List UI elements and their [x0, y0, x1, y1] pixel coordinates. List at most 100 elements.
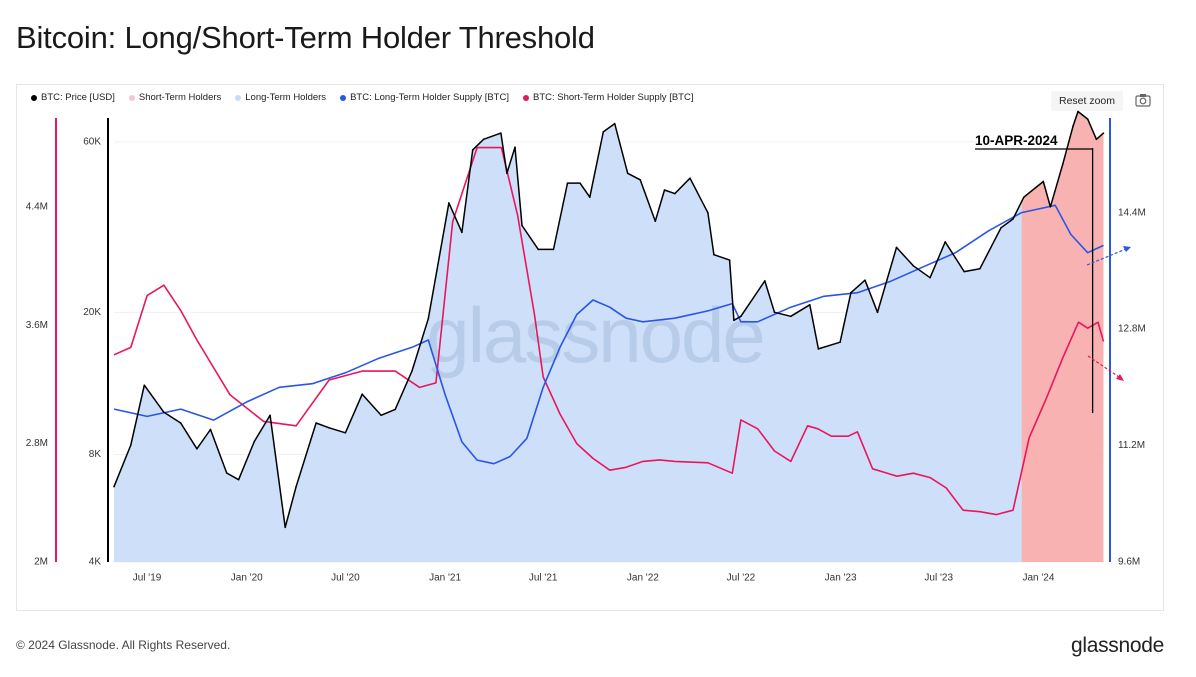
- price-point: [839, 341, 841, 343]
- price-point: [394, 408, 397, 411]
- price-point: [639, 178, 641, 181]
- price-point: [579, 182, 581, 184]
- x-tick-label: Jul '19: [133, 573, 162, 584]
- price-point: [361, 393, 363, 395]
- chart-legend: BTC: Price [USD] Short-Term Holders Long…: [31, 92, 693, 103]
- price-point: [427, 317, 430, 320]
- price-point: [963, 270, 965, 273]
- legend-item-price[interactable]: BTC: Price [USD]: [31, 92, 115, 103]
- price-point: [588, 196, 591, 199]
- camera-icon[interactable]: [1135, 93, 1151, 107]
- x-tick-label: Jul '23: [924, 573, 953, 584]
- sth-supply-line: [113, 146, 1105, 516]
- price-point: [380, 414, 382, 417]
- price-point: [521, 224, 523, 227]
- price-point: [315, 422, 317, 424]
- sth-trend-arrow: [1087, 355, 1120, 378]
- price-point: [602, 131, 605, 133]
- price-point: [448, 202, 450, 204]
- price-point: [1086, 118, 1089, 120]
- price-point: [253, 440, 256, 443]
- legend-dot-icon: [128, 94, 135, 101]
- price-point: [1000, 226, 1002, 229]
- price-point: [269, 414, 271, 417]
- price-point: [461, 231, 463, 234]
- price-point: [225, 472, 228, 474]
- x-tick-label: Jan '22: [627, 573, 659, 584]
- price-point: [179, 422, 182, 424]
- price-point: [626, 172, 629, 175]
- price-point: [1095, 138, 1098, 141]
- price-point: [689, 177, 691, 179]
- lth-tick-label: 9.6M: [1118, 557, 1140, 568]
- legend-item-lth-supply[interactable]: BTC: Long-Term Holder Supply [BTC]: [340, 92, 509, 103]
- price-point: [713, 253, 715, 256]
- price-point: [817, 348, 820, 350]
- price-point: [740, 315, 742, 318]
- price-tick-label: 8K: [89, 449, 102, 460]
- legend-item-sth-supply[interactable]: BTC: Short-Term Holder Supply [BTC]: [522, 92, 693, 103]
- price-point: [163, 411, 165, 414]
- price-point: [1012, 218, 1014, 220]
- sth-tick-label: 3.6M: [26, 320, 48, 331]
- x-tick-label: Jul '22: [727, 573, 756, 584]
- price-point: [1023, 196, 1025, 199]
- price-point: [328, 427, 330, 429]
- price-point: [733, 319, 735, 322]
- price-point: [1077, 110, 1079, 113]
- price-point: [209, 428, 212, 431]
- annotation-label: 10-APR-2024: [975, 133, 1058, 148]
- price-point: [1062, 163, 1064, 165]
- price-point: [654, 220, 657, 222]
- price-point: [912, 264, 915, 267]
- sth-area: [1021, 111, 1104, 562]
- price-point: [237, 478, 240, 481]
- price-point: [514, 146, 516, 148]
- lth-trend-arrow: [1086, 248, 1127, 266]
- legend-dot-icon: [235, 94, 242, 101]
- watermark: glassnode: [426, 291, 764, 379]
- legend-label: Short-Term Holders: [138, 92, 222, 103]
- price-tick-label: 20K: [83, 307, 101, 318]
- reset-zoom-button[interactable]: Reset zoom: [1051, 91, 1124, 111]
- price-point: [295, 485, 297, 488]
- price-point: [113, 485, 115, 488]
- price-point: [196, 447, 198, 450]
- legend-label: Long-Term Holders: [245, 92, 327, 103]
- copyright-text: © 2024 Glassnode. All Rights Reserved.: [16, 638, 231, 652]
- legend-item-lth-area[interactable]: Long-Term Holders: [235, 92, 326, 103]
- price-point: [471, 149, 474, 151]
- legend-item-sth-area[interactable]: Short-Term Holders: [128, 92, 222, 103]
- price-point: [864, 279, 866, 282]
- x-tick-label: Jan '21: [429, 573, 461, 584]
- sth-tick-label: 2M: [34, 557, 48, 568]
- price-point: [129, 444, 132, 446]
- price-point: [850, 291, 852, 294]
- lth-supply-line: [113, 204, 1104, 465]
- price-point: [663, 189, 666, 191]
- sth-trend-arrowhead-icon: [1116, 374, 1124, 381]
- price-point: [500, 132, 502, 134]
- price-point: [1042, 180, 1045, 183]
- price-point: [344, 431, 347, 434]
- x-tick-label: Jul '21: [529, 573, 558, 584]
- price-point: [876, 311, 879, 314]
- price-point: [944, 241, 947, 243]
- x-tick-label: Jan '20: [231, 573, 263, 584]
- sth-tick-label: 4.4M: [26, 201, 48, 212]
- legend-dot-icon: [522, 94, 529, 101]
- price-point: [537, 248, 540, 251]
- glassnode-logo: glassnode: [1070, 634, 1164, 657]
- price-point: [707, 211, 709, 214]
- page-title: Bitcoin: Long/Short-Term Holder Threshol…: [16, 20, 595, 55]
- legend-label: BTC: Price [USD]: [41, 92, 115, 103]
- price-point: [763, 280, 766, 282]
- price-point: [728, 259, 731, 261]
- price-point: [929, 276, 931, 279]
- price-point: [482, 138, 485, 141]
- lth-tick-label: 11.2M: [1118, 440, 1145, 451]
- price-tick-label: 60K: [83, 137, 101, 148]
- lth-tick-label: 12.8M: [1118, 324, 1146, 335]
- price-point: [552, 248, 555, 251]
